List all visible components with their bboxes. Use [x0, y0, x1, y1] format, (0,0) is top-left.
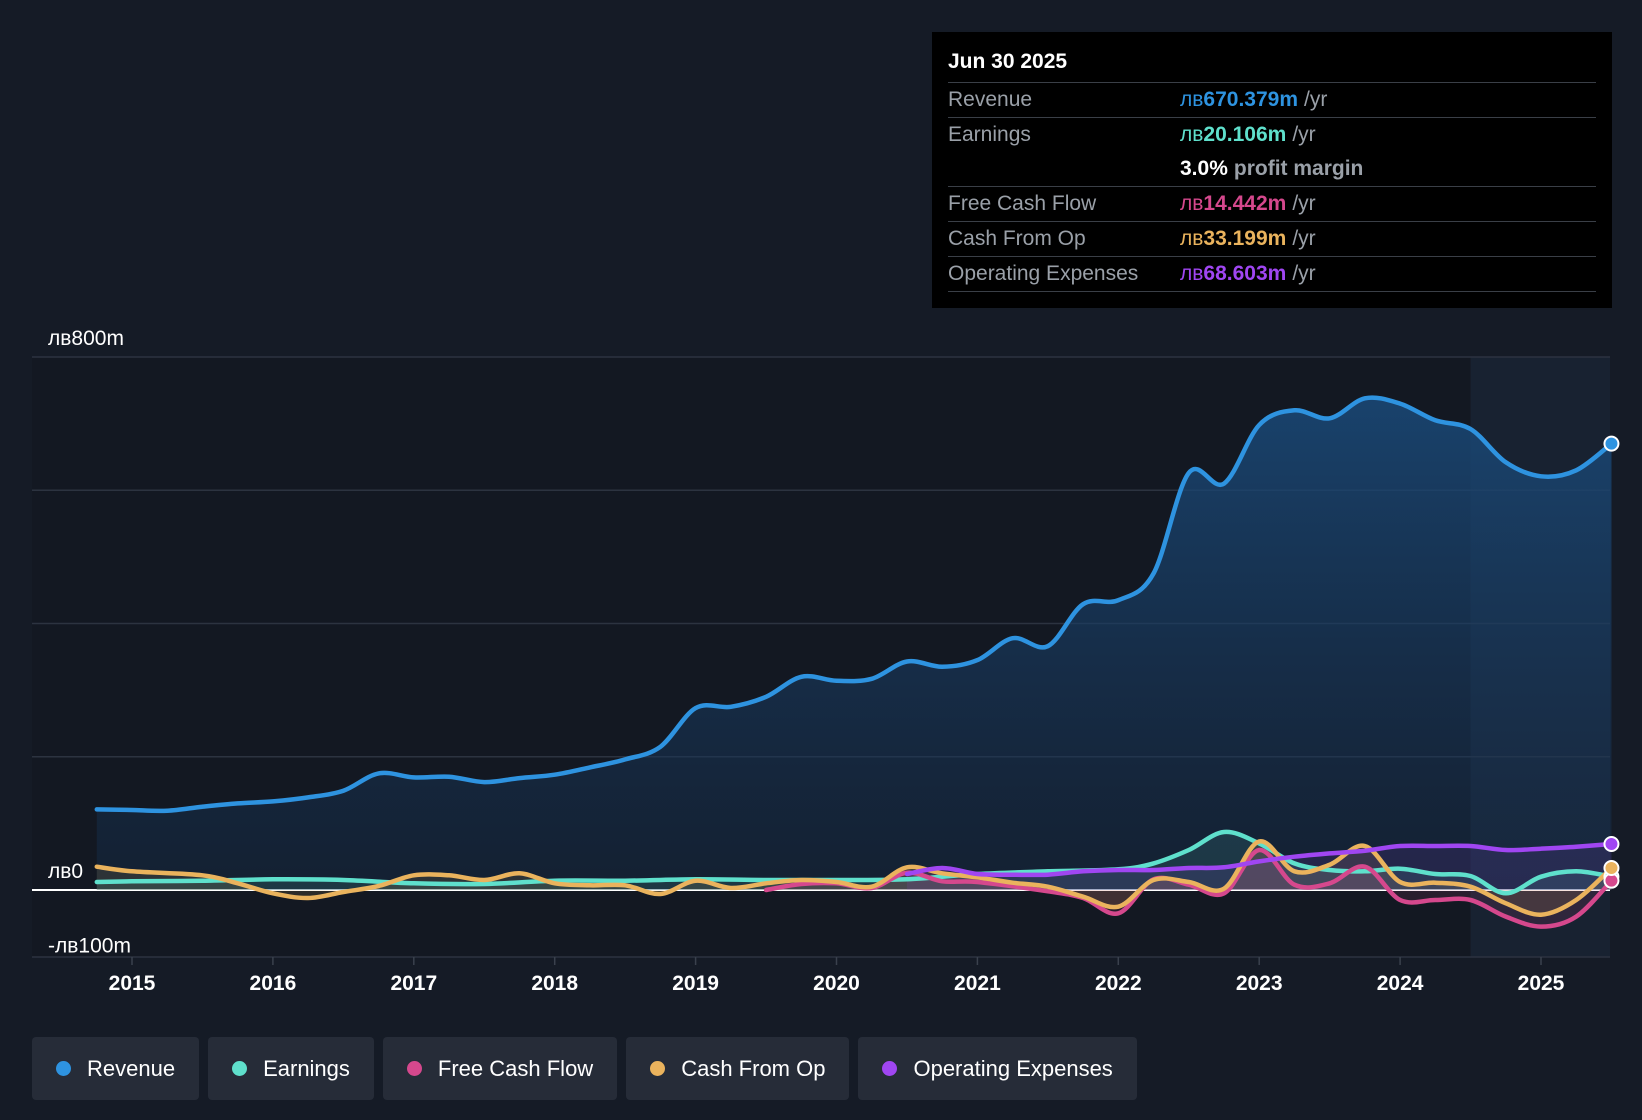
earnings-value: 20.106m — [1203, 123, 1287, 146]
tooltip-unit: /yr — [1292, 123, 1316, 146]
legend: Revenue Earnings Free Cash Flow Cash Fro… — [32, 1037, 1137, 1100]
x-tick-label: 2023 — [1236, 972, 1283, 995]
tooltip-unit: /yr — [1292, 262, 1316, 285]
earnings-dot-icon — [232, 1061, 248, 1076]
tooltip-row-cash-from-op: Cash From Op лв33.199m /yr — [948, 222, 1596, 257]
tooltip-row-profit-margin: 3.0% profit margin — [948, 152, 1596, 187]
revenue-end-marker — [1603, 435, 1620, 452]
profit-margin-value: 3.0% — [1180, 157, 1228, 180]
legend-item-free-cash-flow[interactable]: Free Cash Flow — [382, 1037, 618, 1100]
cash-from-op-end-marker — [1603, 860, 1620, 877]
legend-label: Operating Expenses — [913, 1055, 1113, 1081]
free-cash-flow-dot-icon — [406, 1061, 422, 1076]
legend-label: Cash From Op — [681, 1055, 826, 1081]
operating-expenses-end-marker — [1603, 836, 1620, 853]
revenue-area — [96, 397, 1612, 890]
tooltip-unit: /yr — [1304, 88, 1328, 111]
tooltip-row-revenue: Revenue лв670.379m /yr — [948, 83, 1596, 118]
legend-label: Free Cash Flow — [437, 1055, 594, 1081]
x-tick-label: 2024 — [1377, 972, 1424, 995]
tooltip-label: Operating Expenses — [948, 262, 1139, 285]
operating-expenses-area — [906, 844, 1612, 890]
x-tick-label: 2020 — [813, 972, 860, 995]
operating-expenses-dot-icon — [882, 1061, 898, 1076]
y-tick-label: лв0 — [48, 860, 83, 883]
tooltip-value: лв20.106m — [1180, 123, 1286, 147]
tooltip-value: лв14.442m — [1180, 192, 1286, 216]
currency-symbol: лв — [1180, 88, 1204, 111]
currency-symbol: лв — [1180, 262, 1204, 285]
free-cash-flow-line — [763, 847, 1614, 929]
currency-symbol: лв — [1180, 227, 1204, 250]
x-tick-label: 2015 — [109, 972, 156, 995]
cash-from-op-dot-icon — [650, 1061, 666, 1076]
tooltip-unit: /yr — [1292, 227, 1316, 250]
tooltip-label: Revenue — [948, 88, 1033, 111]
tooltip-label: Free Cash Flow — [948, 192, 1097, 215]
tooltip-value: лв670.379m — [1180, 88, 1298, 112]
tooltip-row-earnings: Earnings лв20.106m /yr — [948, 118, 1596, 152]
tooltip-row-free-cash-flow: Free Cash Flow лв14.442m /yr — [948, 187, 1596, 222]
x-tick-label: 2018 — [531, 972, 578, 995]
legend-label: Earnings — [263, 1055, 350, 1081]
x-tick-label: 2019 — [672, 972, 719, 995]
tooltip-value: лв33.199m — [1180, 227, 1286, 251]
tooltip-row-operating-expenses: Operating Expenses лв68.603m /yr — [948, 257, 1596, 292]
free-cash-flow-area — [766, 849, 1612, 927]
legend-item-operating-expenses[interactable]: Operating Expenses — [858, 1037, 1137, 1100]
x-tick-label: 2022 — [1095, 972, 1142, 995]
cash-from-op-line — [94, 839, 1614, 917]
x-tick-label: 2021 — [954, 972, 1001, 995]
cash-from-op-value: 33.199m — [1203, 227, 1287, 250]
tooltip: Jun 30 2025 Revenue лв670.379m /yr Earni… — [932, 32, 1612, 308]
revenue-value: 670.379m — [1203, 88, 1299, 111]
tooltip-value: лв68.603m — [1180, 262, 1286, 286]
x-tick-label: 2016 — [250, 972, 297, 995]
tooltip-label: Cash From Op — [948, 227, 1086, 250]
currency-symbol: лв — [1180, 192, 1204, 215]
cash-from-op-area — [96, 841, 1612, 915]
legend-item-earnings[interactable]: Earnings — [208, 1037, 374, 1100]
tooltip-label: Earnings — [948, 123, 1031, 146]
tooltip-date: Jun 30 2025 — [948, 46, 1596, 83]
currency-symbol: лв — [1180, 123, 1204, 146]
y-tick-label: лв800m — [48, 327, 124, 350]
tooltip-unit: /yr — [1292, 192, 1316, 215]
legend-label: Revenue — [87, 1055, 176, 1081]
free-cash-flow-value: 14.442m — [1203, 192, 1287, 215]
legend-item-cash-from-op[interactable]: Cash From Op — [626, 1037, 850, 1100]
y-tick-label: -лв100m — [48, 935, 131, 958]
operating-expenses-value: 68.603m — [1203, 262, 1287, 285]
legend-item-revenue[interactable]: Revenue — [32, 1037, 200, 1100]
tooltip-unit: profit margin — [1233, 157, 1364, 180]
x-tick-label: 2017 — [390, 972, 437, 995]
revenue-dot-icon — [56, 1061, 71, 1076]
operating-expenses-line — [904, 841, 1614, 878]
revenue-line — [94, 395, 1614, 814]
x-tick-label: 2025 — [1518, 972, 1565, 995]
